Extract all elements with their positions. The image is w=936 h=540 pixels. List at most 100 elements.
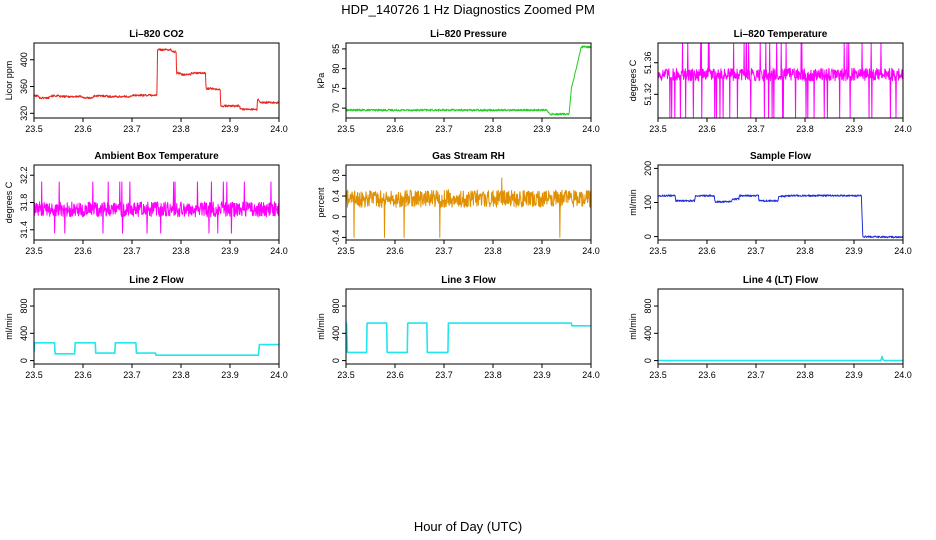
chart-panel-3: Li–820 Temperature 23.5 23.6 23.7 23.8 23.9 24… xyxy=(628,29,912,134)
chart-panel-7: Line 2 Flow 23.5 23.6 23.7 23.8 23.9 24.0 0 400 8… xyxy=(4,275,288,380)
x-tick-label: 23.7 xyxy=(435,370,453,380)
y-tick-label: 0.4 xyxy=(331,190,341,203)
x-tick-label: 23.7 xyxy=(435,246,453,256)
series-line-1 xyxy=(658,194,903,239)
series-line-1 xyxy=(658,43,903,118)
x-tick-label: 23.9 xyxy=(533,246,551,256)
y-axis-label: Licor ppm xyxy=(4,61,14,101)
y-tick-label: 800 xyxy=(643,299,653,314)
y-tick-label: 0 xyxy=(331,358,341,363)
y-axis-label: degrees C xyxy=(4,181,14,223)
y-tick-label: 0 xyxy=(643,358,653,363)
plot-frame xyxy=(657,288,904,365)
y-tick-label: 800 xyxy=(19,299,29,314)
chart-panel-6: Sample Flow 23.5 23.6 23.7 23.8 23.9 24.0 0 100 2… xyxy=(628,151,912,256)
panel-title: Ambient Box Temperature xyxy=(94,151,219,162)
plot-area xyxy=(658,355,903,362)
x-tick-label: 23.8 xyxy=(484,246,502,256)
panel-title: Gas Stream RH xyxy=(432,151,505,162)
x-tick-label: 24.0 xyxy=(582,246,600,256)
panel-title: Li–820 Temperature xyxy=(734,29,828,40)
y-axis-label: degrees C xyxy=(628,59,638,101)
x-tick-label: 23.8 xyxy=(796,246,814,256)
plot-area xyxy=(658,194,903,239)
x-tick-label: 23.8 xyxy=(172,246,190,256)
plot-frame xyxy=(657,164,904,241)
x-tick-label: 23.7 xyxy=(435,124,453,134)
x-tick-label: 23.6 xyxy=(698,370,716,380)
x-tick-label: 23.8 xyxy=(796,124,814,134)
plot-area xyxy=(34,48,279,111)
x-tick-label: 23.9 xyxy=(533,124,551,134)
y-tick-label: 400 xyxy=(643,326,653,341)
panel-title: Line 3 Flow xyxy=(441,275,496,286)
plot-area xyxy=(346,177,591,238)
x-tick-label: 23.9 xyxy=(845,124,863,134)
y-axis-label: ml/min xyxy=(628,189,638,216)
plot-area xyxy=(346,45,591,116)
plot-frame xyxy=(345,164,592,241)
y-axis-label: ml/min xyxy=(316,313,326,340)
plot-frame xyxy=(345,288,592,365)
series-line-1 xyxy=(346,45,591,116)
x-tick-label: 23.8 xyxy=(484,124,502,134)
y-tick-label: 80 xyxy=(331,64,341,74)
x-tick-label: 24.0 xyxy=(582,370,600,380)
panel-title: Li–820 CO2 xyxy=(129,29,184,40)
x-tick-label: 23.5 xyxy=(649,370,667,380)
plot-frame xyxy=(33,42,280,119)
y-tick-label: 75 xyxy=(331,83,341,93)
y-tick-label: 100 xyxy=(643,195,653,210)
plot-area xyxy=(34,181,279,234)
x-tick-label: 23.5 xyxy=(25,124,43,134)
series-line-1 xyxy=(346,177,591,238)
x-tick-label: 23.9 xyxy=(533,370,551,380)
panel-title: Li–820 Pressure xyxy=(430,29,507,40)
y-tick-label: 31.8 xyxy=(19,194,29,212)
x-tick-label: 23.5 xyxy=(337,124,355,134)
y-tick-label: 320 xyxy=(19,106,29,121)
panel-title: Line 2 Flow xyxy=(129,275,184,286)
plot-area xyxy=(34,342,279,356)
x-tick-label: 23.8 xyxy=(172,124,190,134)
y-tick-label: 51.32 xyxy=(643,83,653,106)
chart-panel-4: Ambient Box Temperature 23.5 23.6 23.7 23.8 2… xyxy=(4,151,288,256)
x-tick-label: 23.5 xyxy=(649,246,667,256)
x-tick-label: 24.0 xyxy=(894,124,912,134)
x-tick-label: 23.8 xyxy=(172,370,190,380)
y-tick-label: 51.36 xyxy=(643,51,653,74)
figure-title: HDP_140726 1 Hz Diagnostics Zoomed PM xyxy=(341,2,595,17)
y-tick-label: 32.2 xyxy=(19,166,29,184)
x-tick-label: 23.6 xyxy=(698,246,716,256)
y-tick-label: 400 xyxy=(19,52,29,67)
x-tick-label: 23.5 xyxy=(25,246,43,256)
chart-panel-2: Li–820 Pressure 23.5 23.6 23.7 23.8 23.9 24.0 7… xyxy=(316,29,600,134)
x-tick-label: 23.8 xyxy=(484,370,502,380)
x-tick-label: 24.0 xyxy=(894,246,912,256)
series-line-1 xyxy=(658,355,903,362)
x-tick-label: 23.6 xyxy=(74,124,92,134)
x-tick-label: 23.9 xyxy=(845,246,863,256)
x-tick-label: 23.7 xyxy=(747,370,765,380)
y-axis-label: ml/min xyxy=(628,313,638,340)
y-tick-label: 0.8 xyxy=(331,169,341,182)
y-tick-label: 85 xyxy=(331,44,341,54)
x-tick-label: 23.7 xyxy=(747,246,765,256)
x-tick-label: 23.6 xyxy=(698,124,716,134)
plot-frame xyxy=(345,42,592,119)
x-tick-label: 24.0 xyxy=(270,370,288,380)
series-line-1 xyxy=(346,322,591,354)
panel-title: Line 4 (LT) Flow xyxy=(743,275,819,286)
x-tick-label: 23.6 xyxy=(74,246,92,256)
y-axis-label: ml/min xyxy=(4,313,14,340)
y-tick-label: 200 xyxy=(643,161,653,176)
x-tick-label: 23.7 xyxy=(123,124,141,134)
x-tick-label: 23.6 xyxy=(386,246,404,256)
y-tick-label: -0.4 xyxy=(331,230,341,246)
y-tick-label: 400 xyxy=(331,326,341,341)
y-tick-label: 800 xyxy=(331,299,341,314)
chart-panel-9: Line 4 (LT) Flow 23.5 23.6 23.7 23.8 23.9 24.0… xyxy=(628,275,912,380)
x-tick-label: 23.6 xyxy=(386,370,404,380)
x-tick-label: 24.0 xyxy=(894,370,912,380)
